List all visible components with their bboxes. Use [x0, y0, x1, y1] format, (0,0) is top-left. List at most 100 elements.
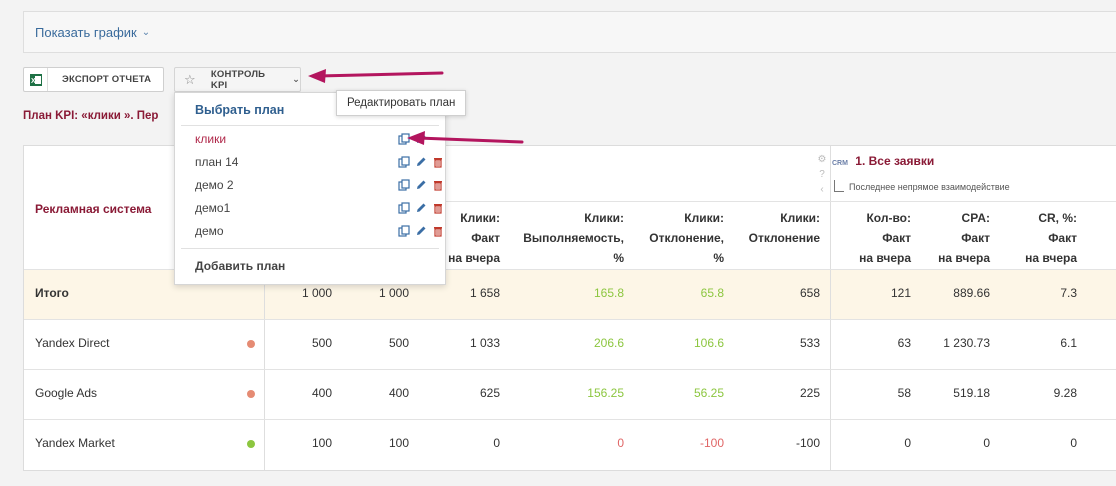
row-divider: [24, 319, 1116, 320]
table-cell: 63: [897, 336, 911, 350]
divider: [181, 248, 439, 249]
trash-icon[interactable]: [431, 179, 444, 192]
kpi-plan-caption: План KPI: «клики ». Пер: [23, 110, 159, 122]
table-cell: 1 230.73: [943, 336, 990, 350]
help-icon[interactable]: ?: [819, 169, 825, 180]
table-cell: 100: [388, 436, 409, 450]
status-dot: [247, 340, 255, 348]
column-header[interactable]: Клики: Выполняемость,%: [523, 208, 624, 268]
table-cell: 6.1: [1060, 336, 1077, 350]
table-cell: 0: [617, 436, 624, 450]
row-name: Итого: [35, 286, 69, 300]
add-plan-button[interactable]: Добавить план: [195, 259, 286, 273]
edit-pencil-icon[interactable]: [414, 133, 427, 146]
edit-plan-tooltip: Редактировать план: [336, 90, 467, 116]
row-divider: [24, 419, 1116, 420]
trash-icon[interactable]: [431, 225, 444, 238]
kpi-control-button[interactable]: ☆ КОНТРОЛЬ KPI ⌄: [174, 67, 301, 92]
row-name: Google Ads: [35, 386, 98, 400]
copy-icon[interactable]: [397, 225, 410, 238]
attribution-model: Последнее непрямое взаимодействие: [834, 180, 1010, 192]
edit-pencil-icon[interactable]: [414, 156, 427, 169]
plan-item-label: план 14: [195, 155, 239, 169]
attribution-icon: [834, 180, 844, 192]
column-header-line: %: [613, 251, 624, 265]
row-name: Yandex Market: [35, 436, 115, 450]
status-dot: [247, 440, 255, 448]
column-header-line: на вчера: [1025, 251, 1077, 265]
select-plan-title: Выбрать план: [195, 103, 285, 117]
table-cell: 1 000: [301, 286, 332, 300]
collapse-left-icon[interactable]: ‹: [820, 184, 824, 195]
row-name: Yandex Direct: [35, 336, 110, 350]
column-header-line: Факт: [1048, 231, 1077, 245]
column-header-line: Клики:: [460, 211, 500, 225]
plan-item-label: клики: [195, 132, 227, 146]
column-controls[interactable]: ⚙ ? ‹: [816, 152, 828, 197]
copy-icon[interactable]: [397, 133, 410, 146]
column-header-line: Выполняемость,: [523, 231, 624, 245]
column-header[interactable]: Клики: Отклонение: [749, 208, 820, 248]
table-cell: 65.8: [700, 286, 724, 300]
column-header[interactable]: Кол-во: Факт на вчера: [859, 208, 911, 268]
plan-item-label: демо: [195, 224, 224, 238]
table-cell: 58: [897, 386, 911, 400]
column-header[interactable]: CPA: Факт на вчера: [938, 208, 990, 268]
export-report-label: ЭКСПОРТ ОТЧЕТА: [62, 74, 152, 85]
column-header[interactable]: Клики: Отклонение,%: [649, 208, 724, 268]
copy-icon[interactable]: [397, 179, 410, 192]
status-dot: [247, 390, 255, 398]
row-divider: [24, 269, 1116, 270]
edit-pencil-icon[interactable]: [414, 202, 427, 215]
column-header-line: CPA:: [961, 211, 990, 225]
column-divider: [830, 146, 831, 470]
ad-system-header: Рекламная система: [35, 202, 152, 216]
edit-pencil-icon[interactable]: [414, 179, 427, 192]
copy-icon[interactable]: [397, 156, 410, 169]
table-cell: 533: [799, 336, 820, 350]
table-cell: 400: [388, 386, 409, 400]
table-cell: 225: [799, 386, 820, 400]
attribution-label: Последнее непрямое взаимодействие: [849, 182, 1010, 192]
plan-item[interactable]: клики: [195, 129, 435, 149]
table-cell: 9.28: [1053, 386, 1077, 400]
crm-goal-header[interactable]: CRM 1. Все заявки: [832, 154, 934, 168]
column-header-line: %: [713, 251, 724, 265]
column-header-line: Отклонение: [748, 231, 820, 245]
row-divider: [264, 201, 1116, 202]
plan-item[interactable]: демо1: [195, 198, 442, 218]
table-cell: 400: [311, 386, 332, 400]
table-cell: 658: [799, 286, 820, 300]
column-header-line: Клики:: [584, 211, 624, 225]
svg-text:X: X: [31, 78, 36, 85]
column-header[interactable]: Клики: Факт на вчера: [448, 208, 500, 268]
trash-icon[interactable]: [431, 202, 444, 215]
table-cell: 0: [983, 436, 990, 450]
table-cell: 1 033: [469, 336, 500, 350]
column-header-line: Факт: [471, 231, 500, 245]
table-cell: 500: [388, 336, 409, 350]
column-header[interactable]: CR, %: Факт на вчера: [1025, 208, 1077, 268]
settings-icon[interactable]: ⚙: [817, 154, 827, 165]
plan-item[interactable]: план 14: [195, 152, 442, 172]
column-header-line: Кол-во:: [866, 211, 911, 225]
show-chart-label: Показать график: [35, 24, 137, 40]
plan-item[interactable]: демо: [195, 221, 442, 241]
export-report-button[interactable]: X ЭКСПОРТ ОТЧЕТА: [23, 67, 164, 92]
column-header-line: на вчера: [938, 251, 990, 265]
table-cell: 625: [479, 386, 500, 400]
kpi-plan-dropdown: Выбрать план клики план 14 демо 2 демо1 демо…: [174, 92, 446, 285]
table-cell: 0: [904, 436, 911, 450]
column-divider: [264, 146, 265, 470]
plan-item-label: демо 2: [195, 178, 234, 192]
table-cell: 1 658: [469, 286, 500, 300]
copy-icon[interactable]: [397, 202, 410, 215]
chevron-down-icon: ⌄: [292, 74, 300, 84]
edit-pencil-icon[interactable]: [414, 225, 427, 238]
plan-item[interactable]: демо 2: [195, 175, 442, 195]
show-chart-toggle[interactable]: Показать график ⌄: [23, 11, 1116, 53]
chevron-down-icon: ⌄: [141, 26, 151, 38]
trash-icon[interactable]: [431, 156, 444, 169]
crm-tag: CRM: [832, 160, 848, 167]
star-icon: ☆: [184, 71, 196, 87]
